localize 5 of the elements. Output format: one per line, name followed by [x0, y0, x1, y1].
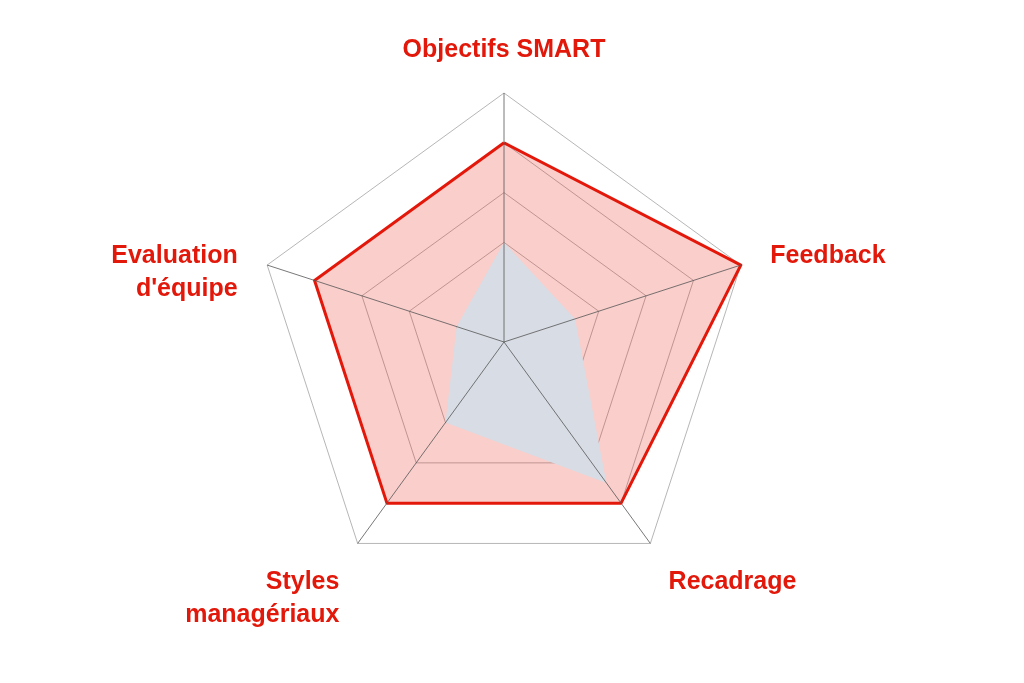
spoke-label: Evaluation d'équipe — [111, 240, 238, 302]
spoke-label: Feedback — [770, 240, 886, 269]
spoke-label: Recadrage — [668, 565, 797, 594]
spoke-label: Objectifs SMART — [402, 34, 606, 62]
spoke-label: Styles managériaux — [185, 565, 340, 627]
